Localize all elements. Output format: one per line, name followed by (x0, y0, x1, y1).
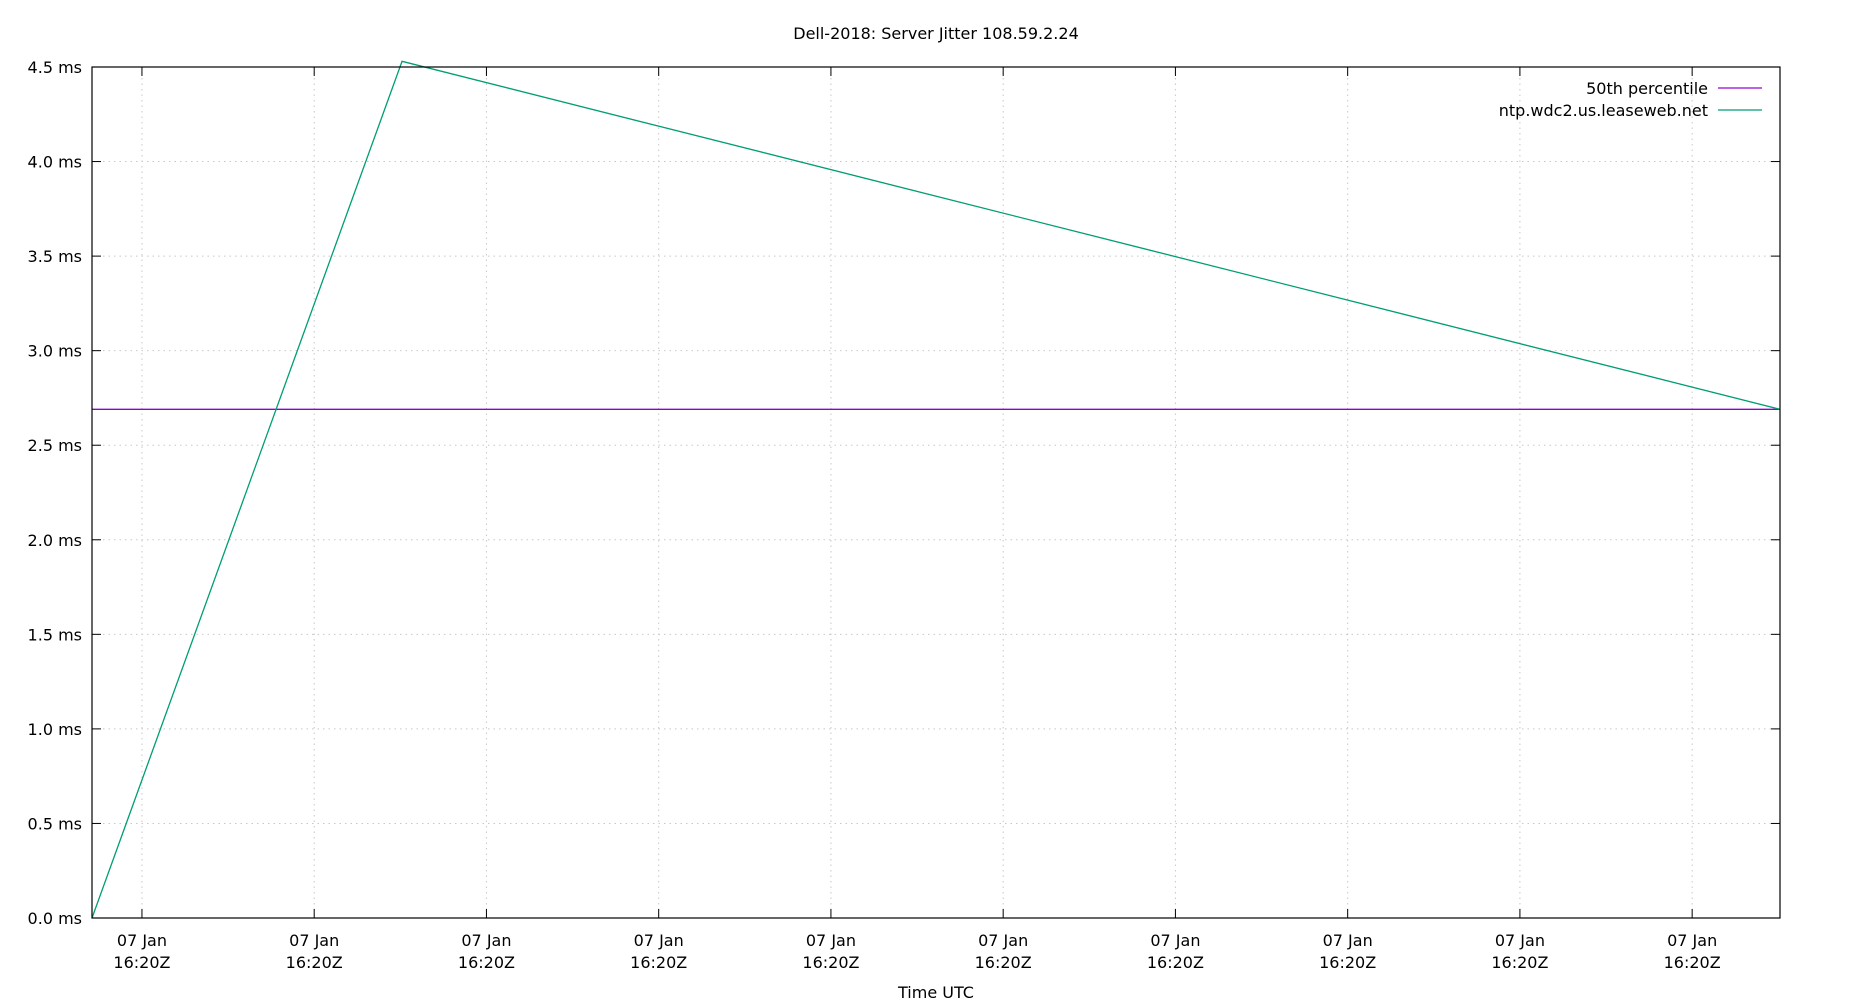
x-tick-label-date: 07 Jan (1667, 931, 1717, 950)
y-tick-label: 1.0 ms (28, 720, 82, 739)
x-tick-label-date: 07 Jan (978, 931, 1028, 950)
x-tick-label-time: 16:20Z (458, 953, 515, 972)
plot-frame (91, 66, 1781, 919)
y-tick-label: 4.5 ms (28, 58, 82, 77)
x-tick-label-date: 07 Jan (1150, 931, 1200, 950)
x-tick-label-date: 07 Jan (461, 931, 511, 950)
x-tick-label-time: 16:20Z (1319, 953, 1376, 972)
x-axis-label: Time UTC (897, 983, 974, 1000)
x-tick-label-time: 16:20Z (975, 953, 1032, 972)
y-tick-label: 0.5 ms (28, 814, 82, 833)
x-tick-label-time: 16:20Z (630, 953, 687, 972)
series-line (91, 60, 1781, 919)
y-tick-label: 2.5 ms (28, 436, 82, 455)
legend: 50th percentile ntp.wdc2.us.leaseweb.net (1499, 79, 1762, 120)
x-tick-label-date: 07 Jan (1495, 931, 1545, 950)
axis-ticks: 0.0 ms 0.5 ms 1.0 ms 1.5 ms 2.0 ms 2.5 ms 3.0 … (28, 58, 1780, 972)
y-tick-label: 0.0 ms (28, 909, 82, 928)
x-tick-label-date: 07 Jan (289, 931, 339, 950)
y-tick-label: 1.5 ms (28, 625, 82, 644)
chart-title: Dell-2018: Server Jitter 108.59.2.24 (793, 24, 1079, 43)
x-tick-label-time: 16:20Z (1147, 953, 1204, 972)
grid (92, 67, 1780, 918)
y-tick-label: 3.0 ms (28, 342, 82, 361)
x-tick-label-date: 07 Jan (806, 931, 856, 950)
x-tick-label-date: 07 Jan (1323, 931, 1373, 950)
y-tick-label: 3.5 ms (28, 247, 82, 266)
x-tick-label-date: 07 Jan (634, 931, 684, 950)
x-tick-label-time: 16:20Z (286, 953, 343, 972)
x-tick-label-time: 16:20Z (802, 953, 859, 972)
x-tick-label-time: 16:20Z (113, 953, 170, 972)
x-tick-label-time: 16:20Z (1664, 953, 1721, 972)
x-tick-label-time: 16:20Z (1491, 953, 1548, 972)
y-tick-label: 2.0 ms (28, 531, 82, 550)
legend-label: 50th percentile (1586, 79, 1708, 98)
x-tick-label-date: 07 Jan (117, 931, 167, 950)
legend-label: ntp.wdc2.us.leaseweb.net (1499, 101, 1708, 120)
y-tick-label: 4.0 ms (28, 153, 82, 172)
series-lines (91, 60, 1781, 919)
